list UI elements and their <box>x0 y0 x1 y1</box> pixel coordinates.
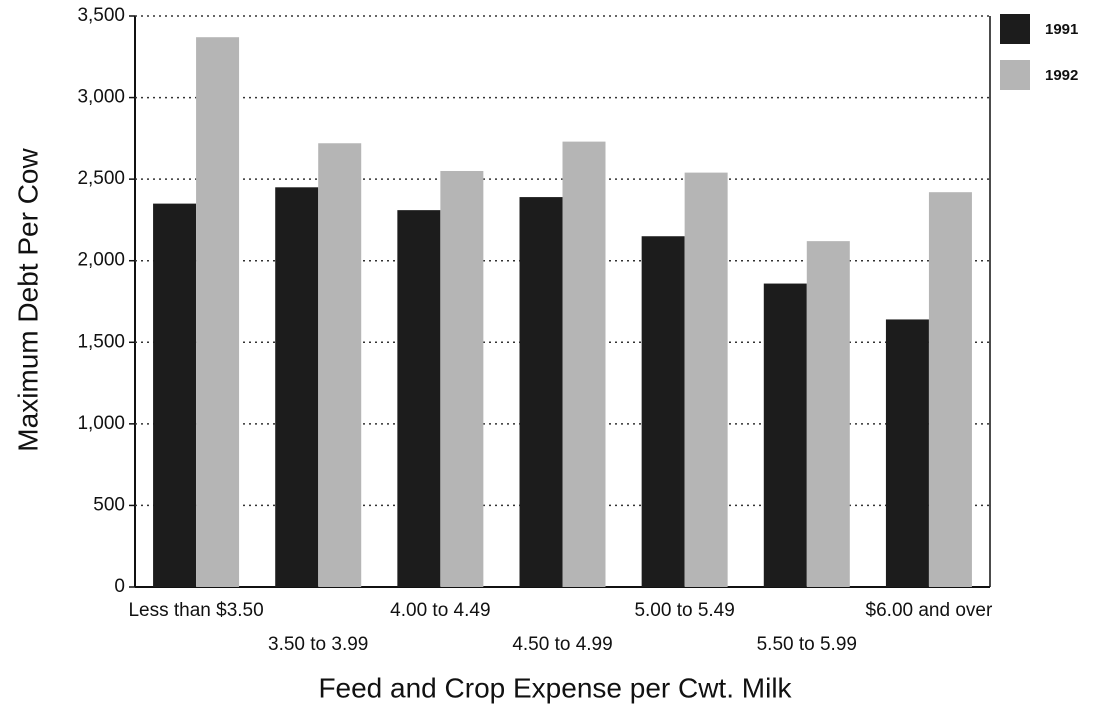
bar <box>928 192 972 588</box>
legend-swatch <box>1000 60 1030 90</box>
y-tick-label: 0 <box>114 576 125 597</box>
x-tick-label: Less than $3.50 <box>128 600 263 621</box>
bar <box>885 319 929 587</box>
x-tick-label: 3.50 to 3.99 <box>268 634 368 655</box>
bar <box>440 170 484 587</box>
bar <box>806 241 850 587</box>
legend-label: 1992 <box>1045 67 1078 84</box>
x-tick-label: 5.50 to 5.99 <box>757 634 857 655</box>
y-tick-label: 2,500 <box>77 168 125 189</box>
y-tick-label: 3,000 <box>77 87 125 108</box>
bar <box>519 197 563 588</box>
x-tick-label: 4.00 to 4.49 <box>390 600 490 621</box>
bar <box>562 141 606 587</box>
bar <box>275 187 319 588</box>
bar <box>196 37 240 588</box>
bar <box>684 172 728 588</box>
y-tick-label: 1,500 <box>77 331 125 352</box>
x-tick-label: 4.50 to 4.99 <box>512 634 612 655</box>
bar <box>397 210 441 587</box>
y-tick-label: 1,000 <box>77 413 125 434</box>
bar <box>318 143 362 587</box>
y-tick-label: 2,000 <box>77 250 125 271</box>
x-tick-label: 5.00 to 5.49 <box>634 600 734 621</box>
legend-swatch <box>1000 14 1030 44</box>
y-axis-title: Maximum Debt Per Cow <box>12 148 43 452</box>
x-axis-title: Feed and Crop Expense per Cwt. Milk <box>318 672 792 703</box>
legend-label: 1991 <box>1045 21 1078 38</box>
bar <box>153 203 197 587</box>
bar <box>641 236 685 587</box>
bar <box>763 283 807 587</box>
y-tick-label: 3,500 <box>77 5 125 26</box>
y-tick-label: 500 <box>93 494 125 515</box>
x-tick-label: $6.00 and over <box>866 600 993 621</box>
